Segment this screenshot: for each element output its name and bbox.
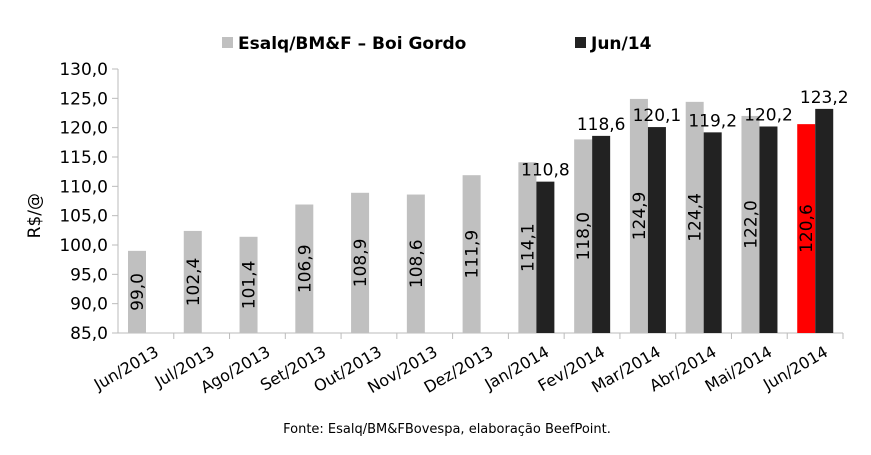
bar-label-esalq: 124,4 [686,193,706,242]
bar-label-esalq: 101,4 [240,261,260,310]
y-tick-label: 120,0 [59,119,108,139]
bar-esalq [462,175,481,333]
bar-esalq [295,204,314,333]
bar-label-esalq: 102,4 [184,258,204,307]
y-tick-label: 105,0 [59,207,108,227]
bar-jun14 [703,132,722,333]
bar-label-jun14: 119,2 [688,111,737,131]
y-tick-label: 85,0 [70,324,108,344]
x-tick-label: Jun/2013 [90,342,162,395]
bar-esalq [629,98,648,333]
bar-label-jun14: 120,1 [633,106,682,126]
bar-label-esalq: 122,0 [741,200,761,249]
bar-jun14 [592,135,611,333]
footnote: Fonte: Esalq/BM&FBovespa, elaboração Bee… [283,422,611,437]
bar-esalq [351,192,370,333]
legend-label-esalq: Esalq/BM&F – Boi Gordo [238,34,466,54]
bar-label-esalq: 111,9 [463,230,483,279]
bar-label-esalq: 114,1 [518,223,538,272]
bar-label-jun14: 110,8 [521,161,570,181]
bar-label-esalq: 108,6 [407,239,427,288]
bar-esalq [574,139,593,333]
bar-label-jun14: 120,2 [744,105,793,125]
bar-jun14 [647,127,666,333]
y-tick-label: 95,0 [70,265,108,285]
bar-label-esalq: 108,9 [351,239,371,288]
bar-jun14 [536,181,555,333]
bar-esalq [518,162,537,333]
bar-label-esalq: 106,9 [295,244,315,293]
bar-esalq [741,115,760,333]
y-tick-label: 115,0 [59,148,108,168]
bar-jun14 [815,108,834,333]
bar-esalq [128,250,146,333]
y-tick-label: 90,0 [70,295,108,315]
y-tick-label: 125,0 [59,89,108,109]
bar-label-jun14: 123,2 [800,88,849,108]
y-tick-label: 130,0 [59,60,108,80]
y-tick-label: 100,0 [59,236,108,256]
bar-label-esalq: 120,6 [797,204,817,253]
legend-swatch-esalq [222,37,233,48]
bar-esalq [685,101,704,333]
legend-swatch-jun14 [575,37,586,48]
y-tick-label: 110,0 [59,177,108,197]
bar-label-esalq: 124,9 [630,192,650,241]
legend-label-jun14: Jun/14 [590,34,652,54]
bar-jun14 [759,126,778,333]
bar-esalq [406,194,425,333]
bar-esalq [183,230,202,333]
bar-label-jun14: 118,6 [577,115,626,135]
bar-esalq [797,124,816,333]
bar-label-esalq: 118,0 [574,212,594,261]
y-axis-title: R$/@ [25,193,45,238]
bar-label-esalq: 99,0 [128,273,148,311]
bar-esalq [239,236,258,333]
